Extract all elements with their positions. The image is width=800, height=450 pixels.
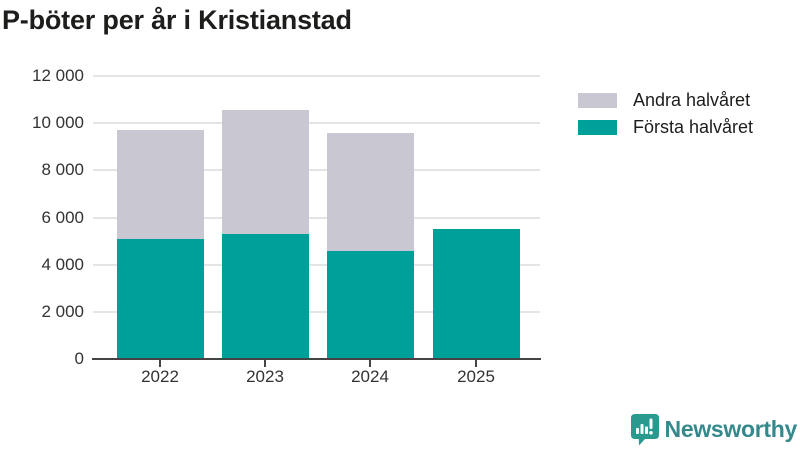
y-tick-label-10000: 10 000 xyxy=(32,113,84,133)
bar-segment-2025-första xyxy=(432,229,520,359)
x-tick-label-2023: 2023 xyxy=(246,367,284,386)
bar-segment-2023-första xyxy=(221,234,309,359)
newsworthy-wordmark: Newsworthy xyxy=(664,416,798,442)
x-tick-label-2024: 2024 xyxy=(351,367,389,386)
gridline-12000 xyxy=(93,75,540,77)
x-tick-2023 xyxy=(264,360,266,367)
legend-swatch-andra-halvaret xyxy=(578,93,617,108)
legend: Andra halvåret Första halvåret xyxy=(578,90,754,147)
gridline-2000 xyxy=(93,310,540,313)
bar-segment-2024-första xyxy=(326,250,414,359)
bar-segment-2023-andra xyxy=(221,110,309,235)
x-tick-label-2022: 2022 xyxy=(141,367,179,386)
bar-chart-speech-bubble-icon xyxy=(630,414,659,446)
bar-segment-2024-andra xyxy=(326,132,414,251)
x-tick-2022 xyxy=(159,360,161,367)
y-tick-label-2000: 2 000 xyxy=(41,301,84,321)
legend-item-andra-halvaret: Andra halvåret xyxy=(578,90,753,110)
gridline-8000 xyxy=(93,169,540,172)
y-tick-label-12000: 12 000 xyxy=(32,66,84,85)
x-axis-line xyxy=(92,357,541,360)
legend-label: Första halvåret xyxy=(633,117,754,137)
legend-swatch-forsta-halvaret xyxy=(578,120,617,135)
y-tick-label-6000: 6 000 xyxy=(41,207,84,227)
bar-segment-2022-första xyxy=(116,238,204,359)
x-tick-2024 xyxy=(369,360,371,367)
plot-area xyxy=(93,75,540,359)
bar-segment-2022-andra xyxy=(116,130,204,239)
x-tick-label-2025: 2025 xyxy=(457,367,495,386)
gridline-6000 xyxy=(93,216,540,219)
gridline-4000 xyxy=(93,263,540,266)
legend-label: Andra halvåret xyxy=(633,90,751,110)
gridline-10000 xyxy=(93,122,540,125)
y-tick-label-8000: 8 000 xyxy=(41,160,84,180)
newsworthy-logo[interactable]: Newsworthy xyxy=(630,413,797,446)
y-axis: 0 2 000 4 000 6 000 8 000 10 000 12 000 xyxy=(0,0,84,450)
legend-item-forsta-halvaret: Första halvåret xyxy=(578,117,754,137)
chart-title: P-böter per år i Kristianstad xyxy=(2,5,352,35)
y-tick-label-4000: 4 000 xyxy=(41,254,84,274)
y-tick-label-0: 0 xyxy=(74,349,84,368)
x-tick-2025 xyxy=(475,360,477,367)
